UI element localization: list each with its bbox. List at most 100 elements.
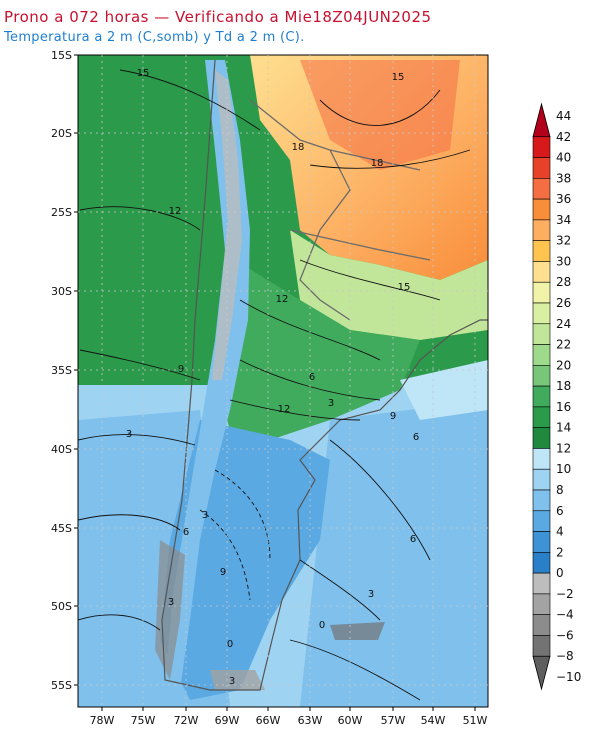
contour-label: 15 (392, 72, 405, 83)
colorbar-label: 38 (556, 171, 571, 185)
lat-tick-label: 40S (51, 443, 72, 456)
map-subtitle: Temperatura a 2 m (C,somb) y Td a 2 m (C… (4, 30, 305, 45)
colorbar-swatch (532, 198, 551, 221)
colorbar-swatch (532, 531, 551, 553)
political-borders (249, 99, 431, 321)
colorbar-label: 42 (556, 130, 571, 144)
lon-tick-label: 54W (421, 714, 446, 727)
colorbar-swatch (532, 406, 551, 428)
andes-high-gray (212, 70, 242, 380)
lon-tick-label: 78W (90, 714, 115, 727)
malvinas-gray (330, 622, 385, 640)
contour-label: 3 (202, 510, 208, 521)
contour-label: 9 (178, 364, 184, 375)
lat-tick-label: 20S (51, 127, 72, 140)
colorbar-swatch (532, 157, 551, 179)
lon-tick-label: 57W (381, 714, 406, 727)
colorbar-label: 0 (556, 566, 564, 580)
contour-label: 3 (126, 429, 132, 440)
colorbar-swatch (532, 344, 551, 366)
colorbar-swatch (532, 365, 551, 387)
contour-label: 9 (220, 567, 226, 578)
colorbar-swatch (532, 448, 551, 470)
colorbar-swatch (532, 552, 551, 574)
contour-label: 6 (309, 372, 315, 383)
isotherm-contours (78, 69, 471, 701)
colorbar-swatch (532, 614, 551, 636)
colorbar-swatch (532, 593, 551, 615)
contour-label: 0 (319, 620, 325, 631)
lat-tick-label: 45S (51, 522, 72, 535)
colorbar-swatch (532, 489, 551, 512)
colorbar-bottom-arrow (532, 655, 551, 691)
colorbar-label: 34 (556, 213, 571, 227)
colorbar-label: 10 (556, 462, 571, 476)
colorbar-label: 22 (556, 338, 571, 352)
contour-label: 12 (278, 404, 291, 415)
contour-label: 15 (398, 282, 411, 293)
map-title: Prono a 072 horas — Verificando a Mie18Z… (4, 8, 432, 26)
colorbar-label: 36 (556, 192, 571, 206)
lon-tick-label: 60W (338, 714, 363, 727)
colorbar-label: 40 (556, 151, 571, 165)
colorbar-label: 12 (556, 441, 571, 455)
colorbar-label: −2 (556, 587, 574, 601)
lat-tick-label: 35S (51, 364, 72, 377)
contour-label: 3 (328, 398, 334, 409)
contour-label: 18 (292, 142, 305, 153)
contour-labels: 15 15 18 12 18 15 12 9 6 3 12 9 6 3 3 6 9 3 6 3 0 0 3 (126, 68, 419, 687)
colorbar-label: 28 (556, 275, 571, 289)
coastal-light-blue (400, 360, 488, 420)
contour-label: 6 (413, 432, 419, 443)
lat-tick-label: 50S (51, 600, 72, 613)
colorbar-label: 6 (556, 504, 564, 518)
graticule (78, 55, 488, 707)
colorbar-label: 18 (556, 379, 571, 393)
colorbar-swatch (532, 635, 551, 657)
contour-label: 6 (410, 534, 416, 545)
lon-tick-label: 63W (298, 714, 323, 727)
contour-label: 3 (168, 597, 174, 608)
colorbar-label: 4 (556, 525, 564, 539)
map-frame (77, 54, 489, 708)
colorbar-swatch (532, 240, 551, 262)
contour-label: 9 (390, 411, 396, 422)
colorbar-label: 8 (556, 483, 564, 497)
lat-tick-label: 30S (51, 285, 72, 298)
contour-label: 0 (227, 639, 233, 650)
contour-label: 3 (368, 589, 374, 600)
contour-label: 12 (276, 294, 289, 305)
colorbar-swatch (532, 261, 551, 283)
colorbar-label: 44 (556, 109, 571, 123)
lat-tick-label: 25S (51, 206, 72, 219)
lon-tick-label: 72W (174, 714, 199, 727)
colorbar-label: 32 (556, 234, 571, 248)
contour-label: 6 (183, 527, 189, 538)
lon-tick-label: 66W (256, 714, 281, 727)
lat-tick-label: 15S (51, 49, 72, 62)
colorbar-swatch (532, 302, 551, 325)
colorbar: 4442403836343230282624222018161412108642… (532, 102, 581, 691)
colorbar-swatch (532, 323, 551, 345)
patagonia-ice-gray (155, 540, 185, 680)
colorbar-label: 30 (556, 254, 571, 268)
latitude-axis: 15S 20S 25S 30S 35S 40S 45S 50S 55S (51, 49, 78, 692)
coastline (161, 59, 488, 691)
central-green (215, 260, 420, 440)
colorbar-label: −10 (556, 670, 581, 684)
contour-label: 12 (169, 206, 182, 217)
contour-label: 18 (371, 158, 384, 169)
colorbar-swatch (532, 427, 551, 449)
colorbar-label: 24 (556, 317, 571, 331)
southeast-ocean-field (300, 400, 488, 707)
colorbar-top-arrow (532, 102, 551, 138)
colorbar-label: 14 (556, 421, 571, 435)
colorbar-label: −6 (556, 628, 574, 642)
colorbar-swatch (532, 385, 551, 408)
colorbar-swatch (532, 281, 551, 304)
colorbar-label: 16 (556, 400, 571, 414)
lon-tick-label: 69W (215, 714, 240, 727)
colorbar-swatch (532, 136, 551, 158)
colorbar-label: 2 (556, 545, 564, 559)
